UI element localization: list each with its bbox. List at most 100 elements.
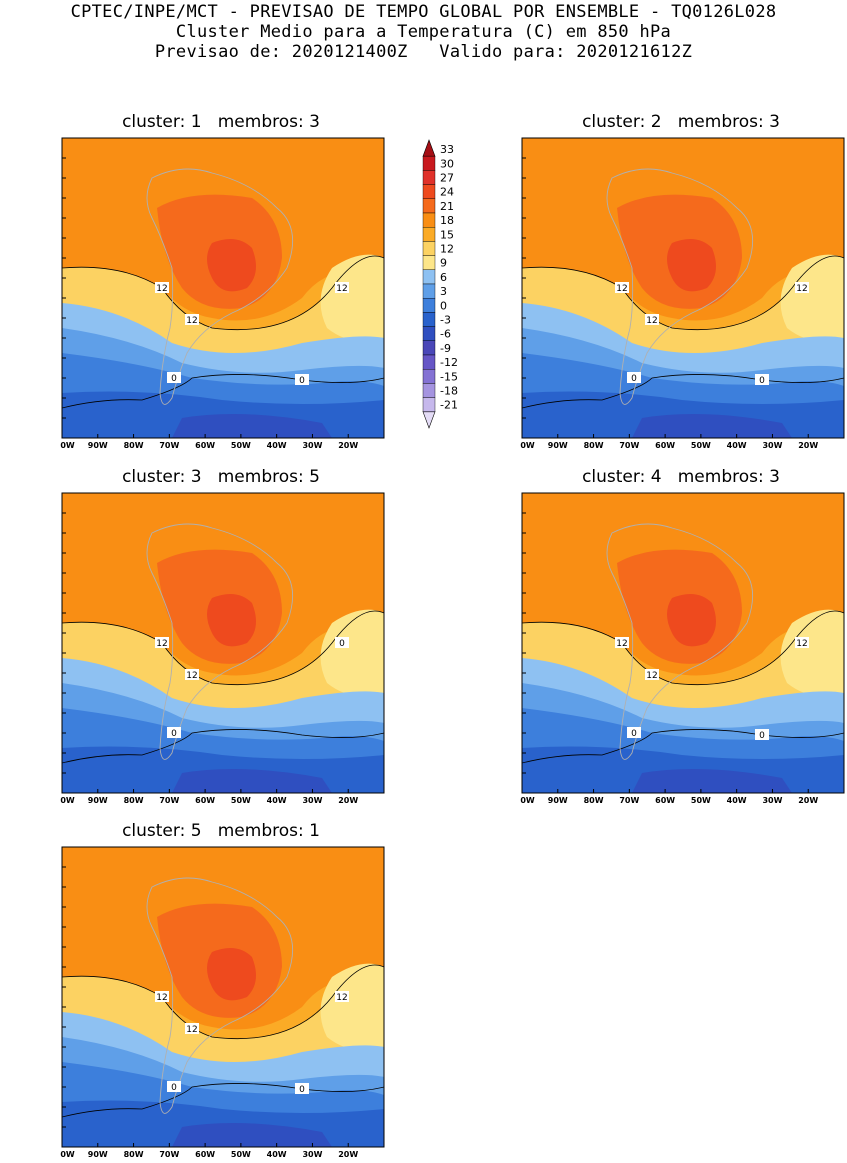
contour-label-bg	[155, 637, 169, 648]
lon-label: 40W	[267, 796, 287, 805]
colorbar-swatch	[422, 397, 436, 413]
lon-label: 20W	[338, 1150, 358, 1159]
lon-label: 30W	[762, 796, 782, 805]
contour-label: 12	[646, 316, 657, 326]
colorbar-swatch	[422, 170, 436, 185]
lon-label: 40W	[267, 441, 287, 450]
lon-label: 90W	[548, 441, 568, 450]
colorbar-swatch	[422, 156, 436, 171]
colorbar-label: 3	[440, 285, 447, 298]
colorbar-label: 30	[440, 157, 454, 170]
lon-label: 50W	[691, 796, 711, 805]
panel-title: cluster: 3 membros: 5	[122, 467, 320, 487]
colorbar-label: -6	[440, 328, 451, 341]
contour-label-bg	[795, 282, 809, 293]
lon-label: 80W	[584, 441, 604, 450]
colorbar-label: 15	[440, 228, 454, 241]
contour-label: 12	[796, 639, 807, 649]
colorbar-label: 33	[440, 143, 454, 156]
colorbar-label: -21	[440, 399, 458, 412]
contour-12	[62, 964, 384, 1040]
lon-label: 20W	[338, 796, 358, 805]
field-24-band	[207, 948, 256, 1001]
lon-label: 70W	[159, 441, 179, 450]
continent-outline	[146, 877, 294, 1114]
colorbar-swatch	[422, 283, 436, 299]
contour-label-bg	[335, 282, 349, 293]
colorbar-swatch	[422, 226, 436, 242]
field-minus6-band	[632, 769, 792, 793]
contour-label-bg	[795, 637, 809, 648]
contour-label-bg	[335, 637, 349, 648]
continent-outline	[146, 523, 294, 760]
lon-label: 30W	[302, 1150, 322, 1159]
lon-label: 90W	[548, 796, 568, 805]
contour-label: 12	[156, 284, 167, 294]
colorbar-label: 0	[440, 299, 447, 312]
contour-label-bg	[755, 729, 769, 740]
map-frame	[61, 846, 385, 1148]
contour-label: 12	[336, 993, 347, 1003]
lon-label: 60W	[195, 796, 215, 805]
contour-label-bg	[627, 372, 641, 383]
colorbar-label: -9	[440, 342, 451, 355]
map-panel-cluster-4: cluster: 4 membros: 3 15N10N5NEQ5S10S15S…	[520, 467, 845, 805]
field-9-band	[780, 609, 844, 697]
contour-label: 0	[759, 376, 765, 386]
lon-label: 70W	[159, 1150, 179, 1159]
header-line-1: CPTEC/INPE/MCT - PREVISAO DE TEMPO GLOBA…	[70, 2, 777, 22]
contour-label: 12	[796, 284, 807, 294]
lon-label: 20W	[798, 796, 818, 805]
contour-label-bg	[295, 1083, 309, 1094]
colorbar-label: -18	[440, 385, 458, 398]
map-frame	[61, 137, 385, 439]
lon-label: 40W	[727, 796, 747, 805]
colorbar-label: 24	[440, 186, 454, 199]
lon-label: 50W	[231, 1150, 251, 1159]
colorbar-swatch	[422, 184, 436, 199]
continent-outline	[606, 168, 754, 405]
map-area: 15N10N5NEQ5S10S15S20S25S30S35S40S45S50S5…	[520, 492, 845, 805]
field-9-band	[320, 254, 384, 342]
contour-label: 12	[646, 671, 657, 681]
panel-title: cluster: 5 membros: 1	[122, 821, 320, 841]
lon-label: 60W	[195, 441, 215, 450]
lon-label: 80W	[124, 1150, 144, 1159]
map-area: 15N10N5NEQ5S10S15S20S25S30S35S40S45S50S5…	[60, 492, 385, 805]
map-area: 15N10N5NEQ5S10S15S20S25S30S35S40S45S50S5…	[60, 846, 385, 1159]
continent-outline	[606, 523, 754, 760]
field-24-band	[207, 594, 256, 647]
field-9-band	[320, 963, 384, 1051]
lon-label: 80W	[124, 441, 144, 450]
contour-label: 12	[156, 639, 167, 649]
colorbar-swatch	[422, 340, 436, 356]
colorbar-label: -12	[440, 356, 458, 369]
lon-label: 60W	[655, 796, 675, 805]
contour-label-bg	[155, 282, 169, 293]
header-line-2: Cluster Medio para a Temperatura (C) em …	[175, 22, 672, 42]
contour-label: 0	[759, 731, 765, 741]
contour-label-bg	[185, 1023, 199, 1034]
field-9-band	[780, 254, 844, 342]
field-minus6-band	[172, 414, 332, 438]
map-panel-cluster-5: cluster: 5 membros: 1 15N10N5NEQ5S10S15S…	[60, 821, 385, 1159]
lon-label: 100W	[60, 796, 75, 805]
contour-label: 0	[631, 374, 637, 384]
colorbar-swatch	[422, 354, 436, 370]
colorbar-swatch	[422, 368, 436, 384]
colorbar-top-arrow	[422, 139, 436, 157]
lon-label: 100W	[520, 441, 535, 450]
lon-label: 50W	[691, 441, 711, 450]
contour-0	[62, 374, 384, 409]
colorbar-label: -3	[440, 314, 451, 327]
contour-label: 12	[616, 639, 627, 649]
map-area: 15N10N5NEQ5S10S15S20S25S30S35S40S45S50S5…	[60, 137, 385, 450]
contour-label: 0	[631, 729, 637, 739]
lon-label: 50W	[231, 796, 251, 805]
lon-label: 80W	[124, 796, 144, 805]
lon-label: 90W	[88, 796, 108, 805]
contour-label-bg	[755, 374, 769, 385]
contour-label: 12	[186, 316, 197, 326]
lon-label: 70W	[159, 796, 179, 805]
